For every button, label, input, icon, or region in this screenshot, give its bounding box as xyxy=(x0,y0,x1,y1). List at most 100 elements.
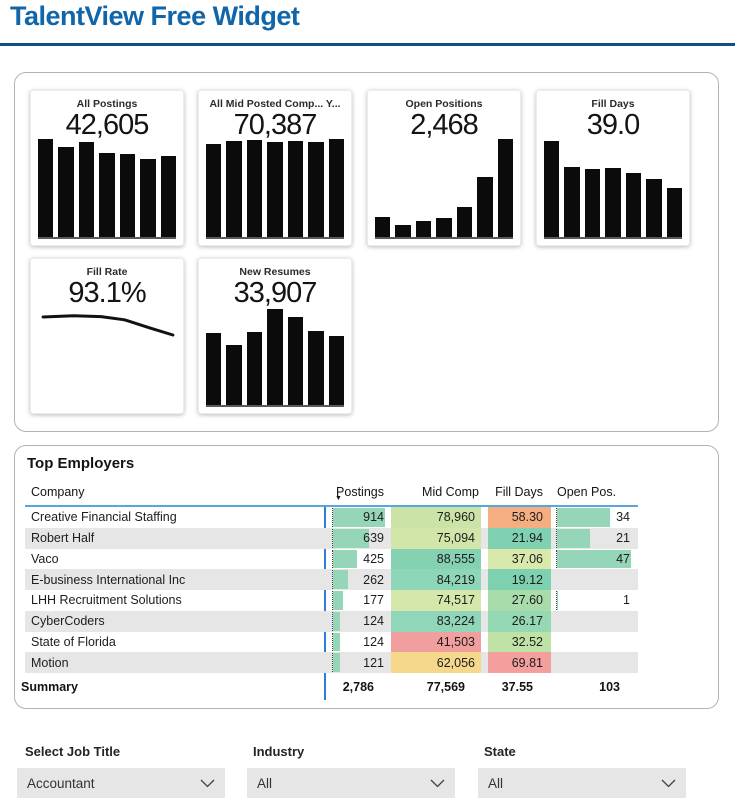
postings-databar-track xyxy=(332,508,385,527)
kpi-bar xyxy=(584,169,601,237)
top-employers-panel: Top Employers Company Postings ▼ Mid Com… xyxy=(14,445,719,709)
kpi-bar xyxy=(140,159,156,237)
job-title-dropdown[interactable]: Accountant xyxy=(17,768,225,798)
company-cell: State of Florida xyxy=(31,634,116,649)
summary-fill-days: 37.55 xyxy=(501,679,533,694)
open-pos-databar xyxy=(557,508,611,527)
industry-dropdown-value: All xyxy=(257,775,273,791)
table-row-state-of-florida[interactable]: State of Florida 124 41,503 32.52 xyxy=(25,631,638,653)
state-dropdown[interactable]: All xyxy=(478,768,686,798)
table-row-creative-financial-staffing[interactable]: Creative Financial Staffing 914 78,960 58.3… xyxy=(25,507,638,528)
sort-desc-icon[interactable]: ▼ xyxy=(335,495,342,502)
kpi-bar xyxy=(375,217,391,237)
kpi-bar-chart xyxy=(544,133,682,239)
kpi-card-open-positions[interactable]: Open Positions 2,468 xyxy=(367,90,521,246)
postings-databar-track xyxy=(332,591,385,610)
postings-value: 124 xyxy=(363,634,384,649)
state-dropdown-value: All xyxy=(488,775,504,791)
table-row-vaco[interactable]: Vaco 425 88,555 37.06 47 xyxy=(25,548,638,570)
fill-days-cell: 37.06 xyxy=(485,548,554,570)
kpi-card-new-resumes[interactable]: New Resumes 33,907 xyxy=(198,258,352,414)
kpi-bar xyxy=(328,336,344,405)
kpi-card-title: Open Positions xyxy=(405,98,483,110)
kpi-bar xyxy=(38,139,54,237)
kpi-bar xyxy=(646,178,662,237)
open-pos-databar-track xyxy=(556,508,631,527)
postings-databar-track xyxy=(332,528,385,548)
fill-days-heat-value: 37.06 xyxy=(488,548,551,570)
industry-dropdown[interactable]: All xyxy=(247,768,455,798)
column-header-open-pos[interactable]: Open Pos. xyxy=(557,484,617,499)
open-pos-cell: 34 xyxy=(554,507,638,528)
kpi-card-all-postings[interactable]: All Postings 42,605 xyxy=(30,90,184,246)
open-pos-databar-track xyxy=(556,549,631,569)
mid-comp-heat-value: 74,517 xyxy=(391,590,481,611)
kpi-bar-chart xyxy=(375,133,513,239)
open-pos-databar-track xyxy=(556,528,631,548)
kpi-bar xyxy=(287,141,304,237)
summary-label: Summary xyxy=(21,679,78,694)
open-pos-value: 1 xyxy=(623,593,630,608)
open-pos-databar-track xyxy=(556,591,631,610)
header-underline xyxy=(25,505,638,507)
chevron-down-icon[interactable] xyxy=(200,779,215,788)
postings-cell: 121 xyxy=(324,652,387,673)
company-cell: Motion xyxy=(31,655,69,670)
mid-comp-cell: 83,224 xyxy=(387,610,485,632)
kpi-bar xyxy=(497,139,513,237)
column-header-mid-comp[interactable]: Mid Comp xyxy=(422,484,479,499)
kpi-bar-chart xyxy=(206,133,344,239)
kpi-card-fill-rate[interactable]: Fill Rate 93.1% xyxy=(30,258,184,414)
column-header-company[interactable]: Company xyxy=(31,484,85,499)
kpi-bar xyxy=(625,172,642,237)
fill-days-heat-value: 27.60 xyxy=(488,590,551,611)
chevron-down-icon[interactable] xyxy=(430,779,445,788)
fill-days-heat-value: 19.12 xyxy=(488,569,551,590)
postings-value: 914 xyxy=(363,510,384,525)
company-cell: LHH Recruitment Solutions xyxy=(31,593,182,608)
table-row-lhh-recruitment-solutions[interactable]: LHH Recruitment Solutions 177 74,517 27.60 1 xyxy=(25,590,638,611)
fill-days-cell: 58.30 xyxy=(485,507,554,528)
postings-databar xyxy=(333,653,340,672)
company-cell: Robert Half xyxy=(31,531,95,546)
table-row-e-business-international-inc[interactable]: E-business International Inc 262 84,219 19.… xyxy=(25,569,638,590)
column-header-fill-days[interactable]: Fill Days xyxy=(495,484,543,499)
postings-cell: 177 xyxy=(324,590,387,611)
postings-value: 262 xyxy=(363,572,384,587)
table-row-motion[interactable]: Motion 121 62,056 69.81 xyxy=(25,652,638,673)
table-body: Creative Financial Staffing 914 78,960 58.3… xyxy=(25,507,638,700)
kpi-bar xyxy=(477,176,493,237)
job-title-filter-label: Select Job Title xyxy=(25,744,121,759)
fill-days-cell: 27.60 xyxy=(485,590,554,611)
postings-databar xyxy=(333,570,349,589)
open-pos-databar xyxy=(557,528,591,548)
mid-comp-cell: 78,960 xyxy=(387,507,485,528)
postings-databar xyxy=(333,549,358,569)
mid-comp-cell: 75,094 xyxy=(387,527,485,549)
postings-cell: 639 xyxy=(324,528,387,549)
mid-comp-heat-value: 88,555 xyxy=(391,548,481,570)
kpi-bar xyxy=(564,167,580,237)
column-header-postings-label: Postings xyxy=(336,484,384,499)
kpi-card-fill-days[interactable]: Fill Days 39.0 xyxy=(536,90,690,246)
table-row-robert-half[interactable]: Robert Half 639 75,094 21.94 21 xyxy=(25,527,638,549)
open-pos-databar xyxy=(557,549,631,569)
postings-value: 121 xyxy=(363,655,384,670)
postings-cell: 914 xyxy=(324,507,387,528)
open-pos-cell: 1 xyxy=(554,590,638,611)
postings-databar-track xyxy=(332,570,385,589)
kpi-bar-chart xyxy=(206,301,344,407)
table-row-cybercoders[interactable]: CyberCoders 124 83,224 26.17 xyxy=(25,610,638,632)
postings-value: 124 xyxy=(363,614,384,629)
kpi-bar xyxy=(605,168,621,237)
kpi-bar xyxy=(267,309,283,405)
postings-databar xyxy=(333,528,370,548)
kpi-bar-chart xyxy=(38,133,176,239)
column-header-postings[interactable]: Postings ▼ xyxy=(324,478,387,505)
chevron-down-icon[interactable] xyxy=(661,779,676,788)
open-pos-cell xyxy=(554,611,638,632)
kpi-card-title: Fill Days xyxy=(591,98,635,110)
fill-days-heat-value: 21.94 xyxy=(488,527,551,549)
kpi-card-all-mid-posted-comp-y[interactable]: All Mid Posted Comp... Y... 70,387 xyxy=(198,90,352,246)
postings-databar xyxy=(333,611,341,631)
